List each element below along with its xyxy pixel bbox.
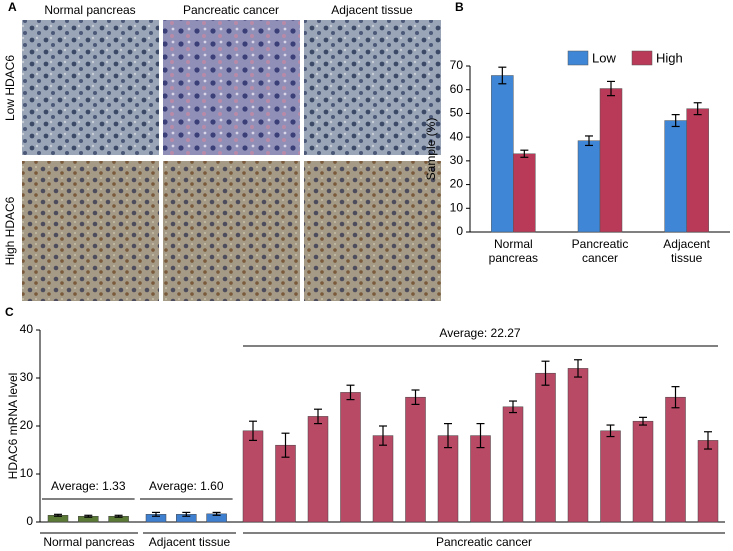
error-bar (54, 513, 62, 517)
error-bar (671, 114, 680, 128)
row-label: High HDAC6 (3, 196, 17, 265)
y-axis-label: Sample (%) (424, 118, 438, 181)
micrograph (163, 161, 300, 301)
error-bar (671, 386, 680, 409)
group-label: Normal pancreas (43, 535, 134, 549)
error-bar (541, 360, 550, 386)
error-bar (152, 511, 160, 517)
error-bar (585, 135, 593, 147)
error-bar (379, 425, 387, 446)
y-tick-label: 40 (20, 322, 34, 336)
bar (577, 140, 601, 233)
y-tick-label: 60 (450, 82, 464, 96)
error-bar (498, 66, 507, 85)
bar (632, 420, 654, 523)
bar (307, 416, 329, 523)
panel-a: A Normal pancreas Pancreatic cancer Adja… (3, 0, 441, 301)
bar (567, 368, 589, 523)
error-bar (574, 359, 582, 378)
bar (599, 88, 623, 233)
error-bar (411, 389, 420, 405)
y-tick-label: 20 (450, 177, 464, 191)
y-tick-label: 40 (450, 129, 464, 143)
average-label: Average: 22.27 (439, 326, 521, 340)
y-tick-label: 10 (450, 200, 464, 214)
error-bar (249, 420, 257, 441)
bar (697, 440, 719, 523)
bar (502, 406, 524, 523)
bar (470, 435, 491, 523)
panel-label: A (8, 0, 17, 14)
average-label: Average: 1.33 (51, 479, 126, 493)
error-bar (212, 511, 221, 516)
bar (437, 435, 459, 523)
x-tick-label: Normal pancreas (488, 237, 539, 265)
micrograph (163, 20, 300, 155)
panel-label: C (5, 305, 14, 319)
legend-swatch (631, 50, 653, 66)
error-bar (281, 432, 290, 458)
bar (405, 396, 426, 523)
error-bar (476, 423, 485, 449)
y-tick-label: 10 (20, 466, 34, 480)
column-label: Adjacent tissue (331, 3, 413, 17)
column-label: Normal pancreas (44, 3, 135, 17)
y-tick-label: 30 (20, 370, 34, 384)
error-bar (607, 80, 615, 97)
x-tick-label: Adjacent tissue (663, 237, 710, 265)
y-tick-label: 0 (26, 514, 33, 528)
error-bar (704, 431, 712, 450)
y-tick-label: 70 (450, 58, 464, 72)
group-label: Pancreatic cancer (436, 535, 532, 549)
y-tick-label: 30 (450, 153, 464, 167)
bar (535, 372, 556, 523)
error-bar (693, 102, 702, 116)
bar (665, 396, 686, 523)
panel-label: B (455, 0, 464, 14)
error-bar (114, 514, 123, 518)
micrograph (304, 20, 441, 155)
bar (242, 430, 264, 523)
y-tick-label: 50 (450, 106, 464, 120)
y-tick-label: 20 (20, 418, 34, 432)
bar (513, 153, 536, 233)
micrograph (22, 20, 159, 155)
error-bar (606, 424, 615, 438)
error-bar (639, 416, 647, 426)
error-bar (444, 423, 452, 449)
error-bar (314, 408, 322, 425)
row-label: Low HDAC6 (3, 55, 17, 121)
bar (664, 120, 687, 233)
error-bar (346, 384, 355, 401)
column-label: Pancreatic cancer (183, 3, 279, 17)
legend-label: Low (592, 50, 616, 65)
error-bar (182, 511, 191, 517)
error-bar (520, 149, 529, 158)
legend-swatch (567, 50, 589, 66)
bar (600, 430, 621, 523)
micrograph (22, 161, 159, 301)
bar (340, 392, 361, 523)
y-tick-label: 0 (456, 224, 463, 238)
legend-label: High (656, 50, 683, 65)
group-label: Adjacent tissue (149, 535, 231, 549)
x-tick-label: Pancreatic cancer (571, 237, 629, 265)
error-bar (84, 514, 93, 518)
bar (491, 75, 514, 233)
micrograph (304, 161, 441, 301)
error-bar (509, 400, 517, 414)
y-axis-label: HDAC6 mRNA level (6, 373, 20, 480)
bar (686, 108, 709, 233)
bar (372, 435, 394, 523)
average-label: Average: 1.60 (149, 479, 224, 493)
